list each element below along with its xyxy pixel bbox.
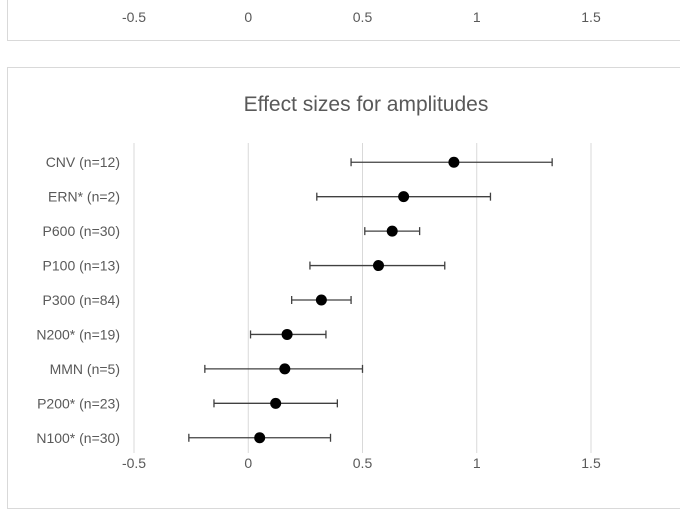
chart-title: Effect sizes for amplitudes — [244, 93, 489, 116]
data-point — [315, 294, 327, 306]
data-point — [281, 328, 293, 340]
x-tick-label: 1.5 — [581, 455, 601, 471]
data-point — [448, 156, 460, 168]
top-chart-panel: -0.5 0 0.5 1 1.5 — [7, 0, 680, 41]
y-category-label: ERN* (n=2) — [48, 189, 120, 205]
effect-sizes-chart: Effect sizes for amplitudes -0.5 0 0.5 1 1.5… — [36, 93, 601, 471]
top-x-tick-label: 0 — [244, 9, 252, 25]
y-category-label: N100* (n=30) — [36, 430, 120, 446]
y-category-label: N200* (n=19) — [36, 326, 120, 342]
x-tick-label: 0 — [244, 455, 252, 471]
data-point — [279, 363, 291, 375]
top-chart-axis: -0.5 0 0.5 1 1.5 — [122, 9, 601, 25]
y-category-label: P600 (n=30) — [43, 223, 120, 239]
data-point — [254, 432, 266, 444]
x-tick-label: 0.5 — [353, 455, 373, 471]
y-category-label: CNV (n=12) — [46, 154, 120, 170]
y-category-label: P200* (n=23) — [37, 395, 120, 411]
data-point — [386, 225, 398, 237]
x-tick-label: -0.5 — [122, 455, 146, 471]
top-x-tick-label: 1.5 — [581, 9, 601, 25]
data-point — [398, 191, 410, 203]
data-point — [270, 397, 282, 409]
x-tick-label: 1 — [473, 455, 481, 471]
y-category-label: P100 (n=13) — [43, 258, 120, 274]
y-category-label: MMN (n=5) — [50, 361, 120, 377]
top-x-tick-label: 1 — [473, 9, 481, 25]
top-x-tick-label: -0.5 — [122, 9, 146, 25]
y-category-label: P300 (n=84) — [43, 292, 120, 308]
data-point — [372, 260, 384, 272]
effect-sizes-chart-panel: Effect sizes for amplitudes -0.5 0 0.5 1 1.5… — [7, 67, 680, 509]
top-x-tick-label: 0.5 — [353, 9, 373, 25]
